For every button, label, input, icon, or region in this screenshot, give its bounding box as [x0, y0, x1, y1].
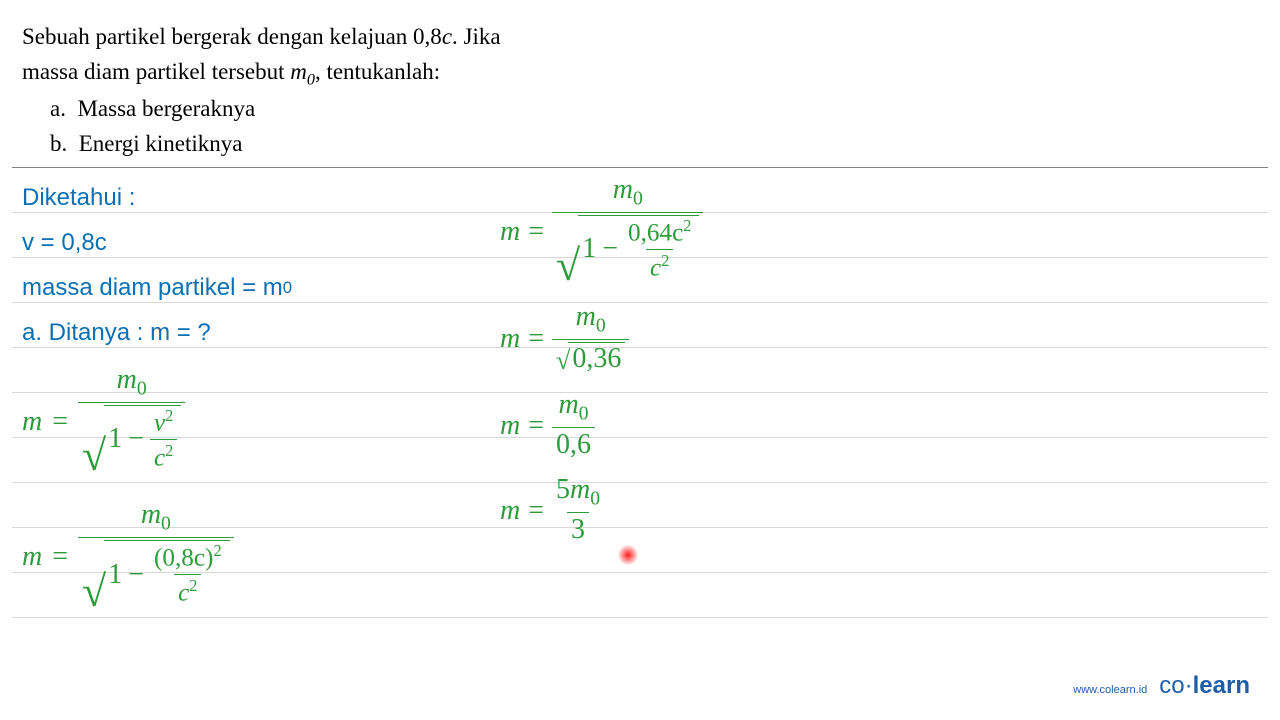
var-m: m: [613, 174, 633, 205]
equals-sign: =: [528, 495, 544, 527]
brand-dot: ·: [1185, 672, 1193, 699]
exp-2: 2: [189, 576, 197, 595]
exp-2: 2: [683, 216, 691, 235]
eq-m-step3: m = m0 √ 1 − 0,64c2 c2: [500, 175, 900, 288]
var-m: m: [576, 301, 596, 332]
equals-sign: =: [52, 406, 68, 438]
v-equation: v = 0,8c: [22, 220, 472, 265]
q-text: Sebuah partikel bergerak dengan kelajuan…: [22, 24, 442, 49]
num-3: 3: [571, 514, 585, 545]
laser-cursor-icon: [618, 545, 638, 565]
question-text: Sebuah partikel bergerak dengan kelajuan…: [22, 20, 582, 161]
var-c: c: [178, 580, 189, 607]
eq-m-formula: m = m0 √ 1 − v2 c2: [22, 359, 472, 484]
num-1: 1: [108, 424, 122, 455]
q-text: , tentukanlah:: [315, 59, 440, 84]
var-m: m: [570, 474, 590, 505]
equals-sign: =: [528, 323, 544, 355]
sub: 0: [283, 278, 292, 298]
footer-url: www.colearn.id: [1073, 684, 1147, 696]
q-sub-0: 0: [307, 71, 315, 88]
var-m: m: [559, 389, 579, 420]
brand-part-b: learn: [1193, 672, 1250, 699]
eq-m-result: m = 5m0 3: [500, 475, 900, 546]
diketahui-label: Diketahui :: [22, 175, 472, 220]
sub-0: 0: [161, 514, 171, 535]
brand-part-a: co: [1159, 672, 1184, 699]
exp-2: 2: [661, 251, 669, 270]
item-text: Energi kinetiknya: [79, 131, 243, 156]
work-left-column: Diketahui : v = 0,8c massa diam partikel…: [22, 175, 472, 619]
eq-m-step2: m = m0 √ 1 − (0,8c)2 c2: [22, 494, 472, 619]
val-036: 0,36: [572, 344, 621, 375]
eq-m-step4: m = m0 √ 0,36: [500, 302, 900, 376]
q-list: a. Massa bergeraknya b. Energi kinetikny…: [22, 92, 582, 161]
var-m: m: [117, 364, 137, 395]
q-line-1: Sebuah partikel bergerak dengan kelajuan…: [22, 20, 582, 55]
exp-2: 2: [213, 541, 221, 560]
equals-sign: =: [52, 541, 68, 573]
var-m: m: [500, 410, 520, 442]
q-item-b: b. Energi kinetiknya: [50, 127, 582, 162]
equals-sign: =: [528, 216, 544, 248]
var-c: c: [154, 445, 165, 472]
q-line-2: massa diam partikel tersebut m0, tentuka…: [22, 55, 582, 93]
exp-2: 2: [165, 441, 173, 460]
q-var-c: c: [442, 24, 452, 49]
var-m: m: [22, 406, 42, 438]
sub-0: 0: [590, 489, 600, 510]
num-1: 1: [108, 560, 122, 591]
val-08c: (0,8c): [154, 545, 213, 572]
minus-sign: −: [128, 424, 144, 455]
sub-0: 0: [633, 189, 643, 210]
eq-m-step5: m = m0 0,6: [500, 390, 900, 461]
minus-sign: −: [128, 560, 144, 591]
ditanya-line: a. Ditanya : m = ?: [22, 310, 472, 355]
massa-diam-line: massa diam partikel = m0: [22, 265, 472, 310]
q-var-m: m: [290, 59, 307, 84]
num-1: 1: [582, 234, 596, 265]
sub-0: 0: [137, 379, 147, 400]
var-m: m: [141, 499, 161, 530]
q-item-a: a. Massa bergeraknya: [50, 92, 582, 127]
q-text: . Jika: [452, 24, 501, 49]
exp-2: 2: [165, 406, 173, 425]
item-label: a.: [50, 96, 66, 121]
val-06: 0,6: [556, 429, 591, 460]
item-label: b.: [50, 131, 67, 156]
var-m: m: [22, 541, 42, 573]
work-right-column: m = m0 √ 1 − 0,64c2 c2 m: [500, 175, 900, 560]
val-064c2: 0,64c: [628, 220, 683, 247]
brand-logo: co·learn: [1159, 672, 1250, 700]
var-v: v: [154, 410, 165, 437]
q-text: massa diam partikel tersebut: [22, 59, 290, 84]
var-m: m: [500, 323, 520, 355]
minus-sign: −: [602, 234, 618, 265]
sub-0: 0: [596, 316, 606, 337]
text: massa diam partikel = m: [22, 274, 283, 302]
var-c: c: [650, 255, 661, 282]
var-m: m: [500, 495, 520, 527]
item-text: Massa bergeraknya: [77, 96, 255, 121]
equals-sign: =: [528, 410, 544, 442]
footer-brand: www.colearn.id co·learn: [1073, 672, 1250, 700]
sub-0: 0: [579, 404, 589, 425]
var-m: m: [500, 216, 520, 248]
